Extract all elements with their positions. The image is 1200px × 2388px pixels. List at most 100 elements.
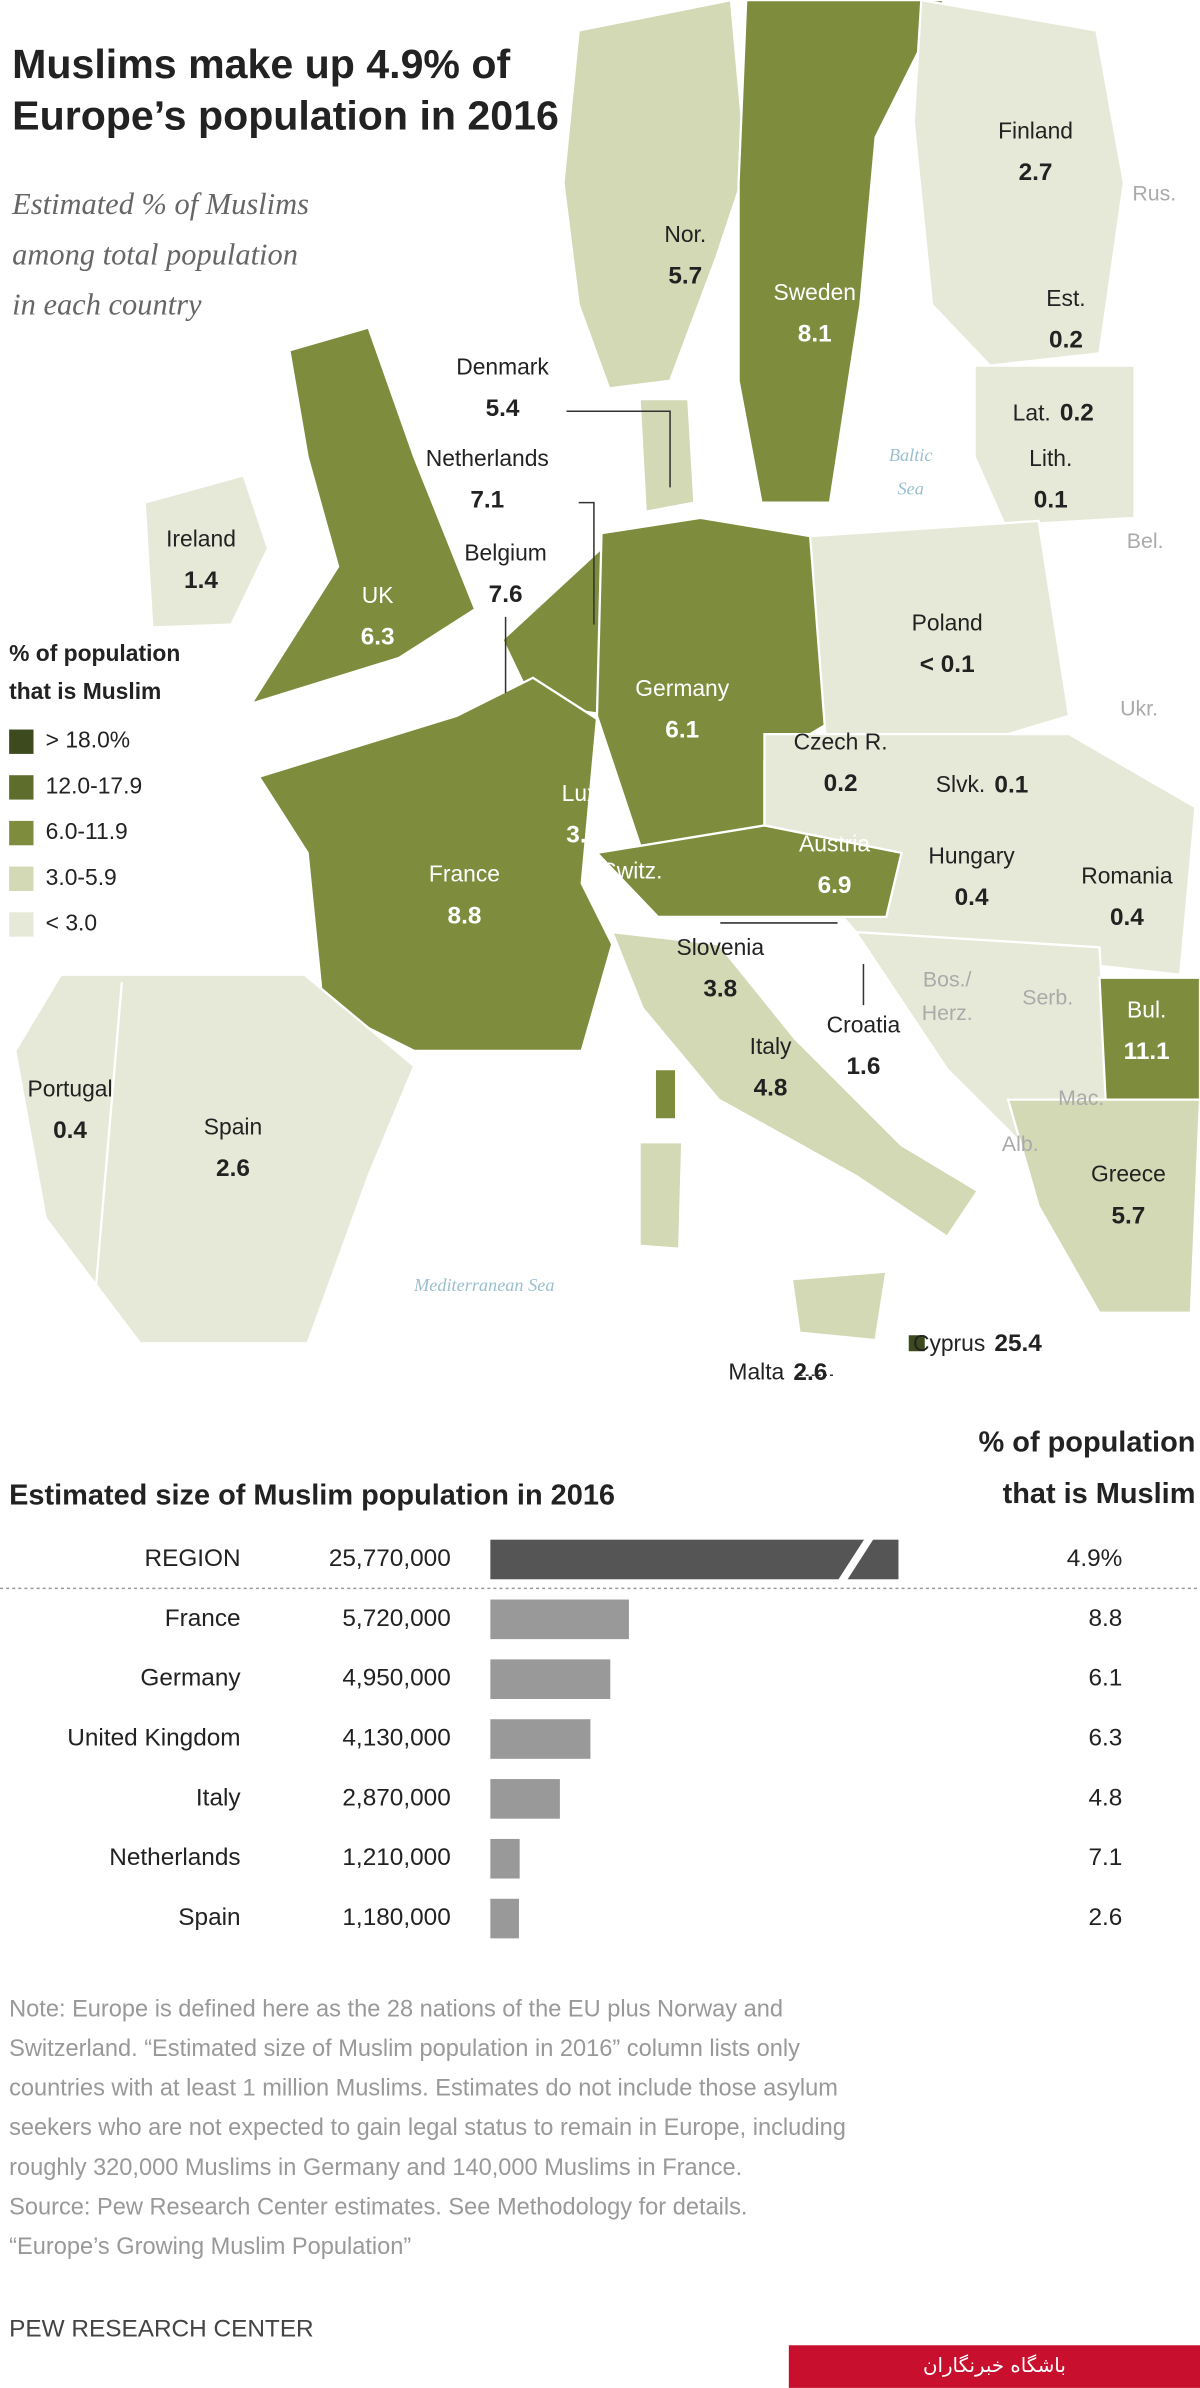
legend-label: < 3.0 (46, 909, 97, 935)
note: Switzerland. “Estimated size of Muslim p… (9, 2036, 800, 2062)
map-value: 11.1 (1124, 1038, 1170, 1065)
value-label: 4,950,000 (342, 1665, 450, 1692)
value-label: 2,870,000 (342, 1784, 450, 1811)
category-label: Spain (178, 1904, 240, 1931)
category-label: Germany (140, 1665, 241, 1692)
bar (490, 1779, 560, 1819)
map-value: 4.8 (754, 1074, 788, 1101)
sea-label: Sea (897, 479, 923, 499)
sicily (790, 1270, 888, 1342)
legend-swatch (9, 820, 34, 846)
map-name: Switz. (602, 858, 663, 884)
baltics (973, 364, 1136, 527)
map-value: 6.3 (361, 624, 395, 651)
map-value: 1.6 (847, 1053, 881, 1080)
bar (490, 1898, 519, 1939)
note: countries with at least 1 million Muslim… (9, 2076, 838, 2102)
map-value: 6.1 (665, 716, 699, 743)
pct-label: 6.3 (1088, 1724, 1122, 1751)
leader (578, 501, 595, 625)
map-value: 0.2 (1060, 400, 1094, 427)
denmark (638, 397, 696, 514)
legend-swatch (9, 912, 34, 937)
bar-break (837, 1538, 875, 1581)
pct-label: 7.1 (1088, 1844, 1122, 1871)
map-value: 8.1 (798, 321, 832, 348)
legend-swatch (9, 866, 34, 891)
map-value: 0.4 (1110, 904, 1144, 931)
geo-label: Bos./ (923, 967, 972, 991)
map-value: 0.1 (1034, 487, 1068, 514)
watermark-box (788, 2345, 1200, 2388)
map-name: Denmark (456, 354, 549, 380)
ireland (143, 473, 270, 629)
legend-label: 12.0-17.9 (46, 772, 142, 798)
leaders (504, 410, 865, 1376)
leader (566, 410, 671, 488)
map-value: < 0.1 (920, 651, 975, 678)
map-value: 3.2 (566, 822, 600, 849)
map-name: Greece (1091, 1161, 1166, 1187)
bar (490, 1659, 611, 1699)
map-name: France (429, 861, 500, 887)
geo-label: Rus. (1132, 182, 1176, 206)
map-value: 7.1 (470, 487, 504, 514)
note: seekers who are not expected to gain leg… (9, 2115, 846, 2141)
map-name: Lith. (1029, 445, 1072, 471)
legend-title: % of population (9, 640, 180, 666)
map-shapes (14, 0, 1200, 1354)
category-label: Netherlands (109, 1844, 240, 1871)
map-value: 2.6 (216, 1155, 250, 1182)
note: “Europe’s Growing Muslim Population” (9, 2234, 411, 2260)
map-value: 6.1 (615, 899, 649, 926)
map-name: Malta (728, 1359, 784, 1385)
map-value: 3.8 (703, 975, 737, 1002)
map-value: 0.2 (824, 770, 858, 797)
map-name: Sweden (773, 279, 856, 305)
pct-label: 6.1 (1088, 1665, 1122, 1692)
map-name: Ireland (166, 526, 236, 552)
map-name: Bul. (1127, 996, 1166, 1022)
value-label: 1,210,000 (342, 1844, 450, 1871)
geo-label: Alb. (1002, 1132, 1039, 1156)
value-label: 5,720,000 (342, 1605, 450, 1632)
map-name: Italy (750, 1033, 792, 1059)
map-name: Romania (1081, 862, 1173, 888)
map-name: Cyprus (913, 1330, 985, 1356)
uk (248, 326, 477, 706)
map-name: Slovenia (677, 934, 765, 960)
subtitle: in each country (12, 288, 202, 322)
category-label: REGION (145, 1545, 241, 1572)
sardinia (638, 1141, 684, 1251)
bar (490, 1838, 520, 1879)
title: Europe’s population in 2016 (12, 93, 559, 139)
note: roughly 320,000 Muslims in Germany and 1… (9, 2155, 742, 2181)
map-value: 5.7 (1111, 1202, 1145, 1229)
map-value: 8.8 (448, 902, 482, 929)
category-label: United Kingdom (67, 1724, 240, 1751)
legend-label: 3.0-5.9 (46, 864, 117, 890)
map-name: Austria (799, 830, 870, 856)
pct-label: 4.8 (1088, 1784, 1122, 1811)
corsica (653, 1067, 678, 1121)
france (257, 676, 614, 1052)
map-name: Slvk. (936, 771, 985, 797)
greece (1006, 1098, 1200, 1314)
bar (490, 1599, 629, 1640)
pct-header: % of population (979, 1426, 1196, 1458)
bulgaria (1098, 976, 1200, 1101)
map-name: Croatia (827, 1012, 901, 1038)
subtitle: among total population (12, 237, 298, 271)
map-name: Hungary (928, 842, 1015, 868)
legend-swatch (9, 729, 34, 754)
bar (490, 1719, 591, 1759)
map-value: 2.7 (1019, 159, 1053, 186)
value-label: 25,770,000 (329, 1545, 451, 1572)
pct-header: that is Muslim (1003, 1478, 1196, 1510)
sweden (737, 0, 946, 504)
pct-label: 8.8 (1088, 1605, 1122, 1632)
legend-label: 6.0-11.9 (46, 818, 128, 844)
legend-title: that is Muslim (9, 678, 161, 704)
norway (562, 0, 748, 390)
